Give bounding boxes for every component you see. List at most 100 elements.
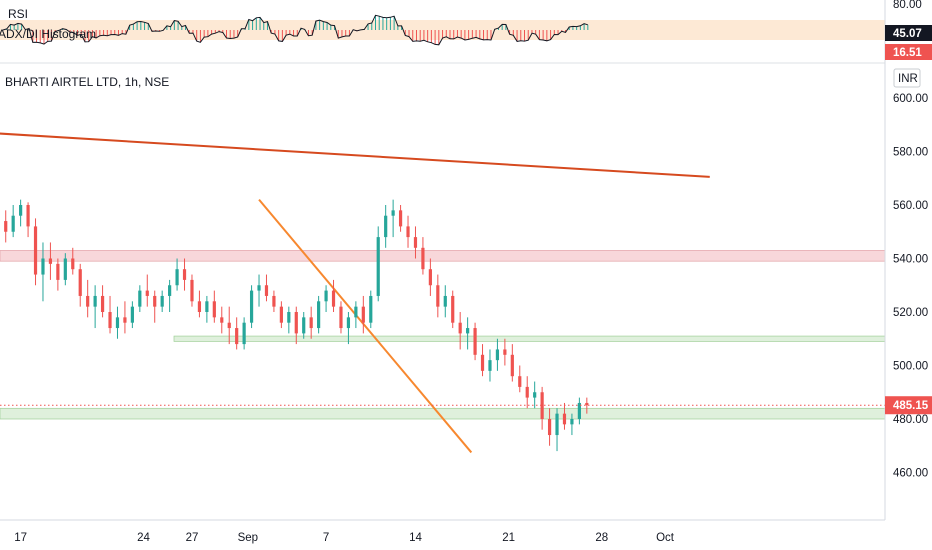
candle bbox=[354, 301, 358, 329]
candle-body bbox=[100, 295, 105, 312]
candle-body bbox=[108, 312, 112, 329]
candle-body bbox=[212, 301, 216, 318]
candle-body bbox=[138, 290, 142, 307]
price-axis[interactable]: 80.00 45.07 16.51 INR 460.00 480.00 500.00… bbox=[884, 0, 932, 520]
candle bbox=[518, 365, 522, 393]
candle-body bbox=[4, 221, 8, 232]
time-tick-label: 14 bbox=[409, 532, 422, 544]
candle-body bbox=[41, 258, 45, 275]
candle bbox=[428, 258, 432, 296]
candle-body bbox=[264, 285, 269, 296]
time-axis[interactable]: 17 24 27 Sep 7 14 21 28 Oct bbox=[0, 519, 885, 544]
candle-body bbox=[533, 392, 537, 398]
candle bbox=[443, 285, 447, 318]
candle-body bbox=[339, 306, 343, 329]
candle bbox=[71, 247, 75, 275]
time-tick-label: 28 bbox=[595, 532, 608, 544]
indicator-pane: RSI ADX/DI Histogram bbox=[0, 7, 885, 64]
candle-body bbox=[361, 306, 365, 323]
candle-body bbox=[190, 279, 194, 302]
candle bbox=[309, 306, 313, 339]
time-tick-label: 17 bbox=[14, 532, 27, 544]
candle bbox=[421, 237, 425, 275]
candle bbox=[562, 402, 567, 430]
candle bbox=[123, 301, 127, 334]
candle-body bbox=[488, 360, 492, 371]
candle bbox=[495, 338, 500, 371]
price-badge-value: 485.15 bbox=[893, 400, 929, 412]
candle-body bbox=[309, 317, 313, 329]
candle-body bbox=[227, 322, 231, 329]
candle-body bbox=[391, 210, 395, 216]
candle-body bbox=[473, 328, 477, 355]
rsi-value-badge: 45.07 bbox=[885, 25, 932, 41]
candle-body bbox=[235, 328, 239, 345]
adx-value-badge: 16.51 bbox=[885, 44, 932, 60]
candle-body bbox=[160, 295, 164, 307]
candle bbox=[577, 397, 581, 425]
candle bbox=[138, 285, 142, 312]
candle-body bbox=[242, 322, 246, 345]
candle-body bbox=[451, 295, 455, 323]
adx-label: ADX/DI Histogram bbox=[0, 27, 96, 41]
candle bbox=[153, 290, 157, 323]
price-ticks: 460.00 480.00 500.00 520.00 540.00 560.00 580.… bbox=[893, 93, 928, 480]
candle bbox=[26, 202, 30, 238]
candle bbox=[302, 312, 306, 339]
candle-body bbox=[257, 285, 261, 291]
candle-body bbox=[413, 237, 418, 248]
candle bbox=[317, 295, 321, 334]
candle bbox=[220, 306, 224, 334]
candle bbox=[145, 274, 149, 307]
candle-body bbox=[71, 258, 75, 270]
candle-body bbox=[56, 263, 60, 280]
price-tick-label: 600.00 bbox=[893, 93, 928, 105]
candle-body bbox=[466, 328, 470, 334]
candle-body bbox=[249, 290, 254, 323]
candle bbox=[4, 210, 8, 243]
candle bbox=[384, 205, 388, 248]
candle bbox=[175, 258, 179, 291]
price-tick-label: 480.00 bbox=[893, 414, 928, 426]
candle-body bbox=[495, 349, 500, 361]
candle-body bbox=[93, 295, 97, 307]
candle bbox=[413, 226, 418, 259]
candle-body bbox=[525, 386, 529, 398]
candle-body bbox=[115, 317, 120, 329]
candle bbox=[525, 376, 529, 409]
candle bbox=[466, 317, 470, 350]
candle-body bbox=[324, 290, 328, 302]
candle-body bbox=[302, 317, 306, 334]
candle-body bbox=[406, 226, 410, 238]
candle bbox=[249, 285, 254, 329]
candle bbox=[115, 306, 120, 339]
candle bbox=[376, 226, 380, 302]
candle bbox=[242, 317, 246, 350]
chart-title: BHARTI AIRTEL LTD, 1h, NSE bbox=[5, 75, 169, 89]
currency-label: INR bbox=[898, 73, 918, 85]
candle-body bbox=[279, 306, 283, 323]
candle bbox=[510, 344, 514, 382]
candle-body bbox=[577, 402, 581, 419]
candle bbox=[48, 242, 53, 280]
candle bbox=[257, 274, 261, 307]
time-tick-label: 24 bbox=[137, 532, 150, 544]
candle bbox=[190, 274, 194, 307]
candle-body bbox=[130, 306, 134, 323]
candle bbox=[19, 199, 23, 227]
candle-body bbox=[33, 226, 38, 275]
price-tick-label: 520.00 bbox=[893, 307, 928, 319]
candle-body bbox=[436, 285, 440, 307]
candle bbox=[339, 301, 343, 334]
time-tick-label: 27 bbox=[186, 532, 199, 544]
candle bbox=[503, 338, 507, 366]
candle bbox=[279, 301, 283, 329]
rsi-badge-value: 45.07 bbox=[893, 28, 922, 40]
candle bbox=[451, 290, 455, 329]
currency-button[interactable]: INR bbox=[893, 68, 921, 88]
candle-body bbox=[503, 349, 507, 355]
candle bbox=[540, 386, 544, 430]
trendline-long-term bbox=[0, 132, 710, 178]
